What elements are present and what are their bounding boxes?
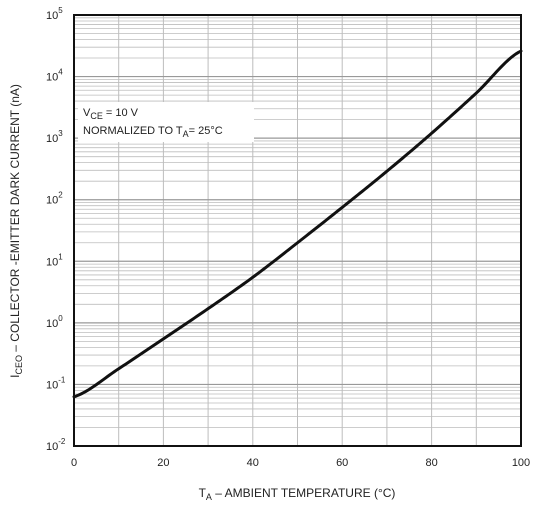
y-tick-label: 10-1 bbox=[46, 375, 66, 391]
y-tick-label: 100 bbox=[46, 314, 63, 330]
x-tick-label: 0 bbox=[71, 457, 77, 469]
x-axis-label: TA – AMBIENT TEMPERATURE (°C) bbox=[199, 486, 396, 502]
y-tick-label: 102 bbox=[46, 191, 63, 207]
x-tick-label: 60 bbox=[336, 457, 348, 469]
x-tick-label: 100 bbox=[512, 457, 530, 469]
y-tick-label: 101 bbox=[46, 252, 63, 268]
x-tick-label: 40 bbox=[247, 457, 259, 469]
x-tick-labels: 0 20 40 60 80 100 bbox=[71, 457, 530, 469]
y-tick-label: 104 bbox=[46, 68, 63, 84]
x-tick-label: 80 bbox=[425, 457, 437, 469]
y-tick-labels: 10-2 10-1 100 101 102 103 104 105 bbox=[46, 6, 66, 453]
y-axis-label: ICEO – COLLECTOR -EMITTER DARK CURRENT (… bbox=[8, 84, 24, 378]
y-tick-label: 105 bbox=[46, 6, 63, 22]
x-tick-label: 20 bbox=[157, 457, 169, 469]
y-tick-label: 10-2 bbox=[46, 437, 66, 453]
annotation-normalized: NORMALIZED TO TA= 25°C bbox=[83, 125, 223, 139]
grid bbox=[74, 15, 521, 446]
y-tick-label: 103 bbox=[46, 129, 63, 145]
